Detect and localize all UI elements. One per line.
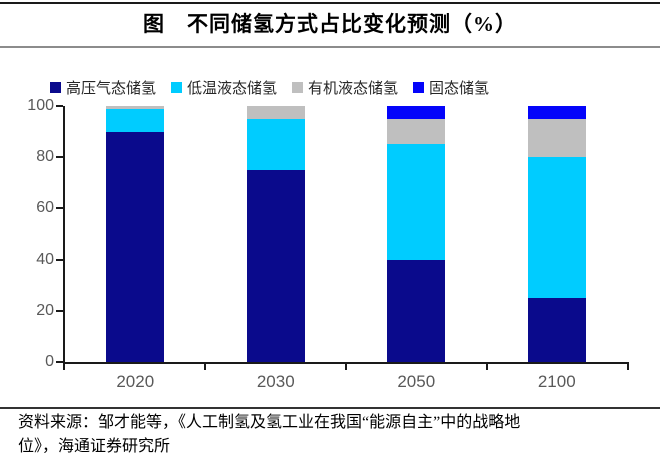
y-axis-tick xyxy=(56,258,63,261)
top-divider xyxy=(0,2,660,4)
legend-swatch-icon xyxy=(413,82,425,93)
legend-item-label: 低温液态储氢 xyxy=(187,81,278,97)
bar-segment-2020 xyxy=(106,106,165,109)
legend-swatch-icon xyxy=(292,82,304,93)
y-axis-tick-label: 60 xyxy=(36,199,54,217)
bar-segment-2030 xyxy=(246,170,305,362)
legend-item: 有机液态储氢 xyxy=(292,77,398,98)
x-axis-category-label: 2020 xyxy=(116,372,155,391)
legend-item-label: 高压气态储氢 xyxy=(66,81,157,97)
bar-segment-2030 xyxy=(246,106,305,119)
legend-swatch-icon xyxy=(50,82,61,93)
bar-segment-2030 xyxy=(246,118,305,170)
bar-segment-2020 xyxy=(106,108,165,132)
x-axis-category-label: 2030 xyxy=(256,372,295,391)
legend-item-label: 有机液态储氢 xyxy=(308,81,399,97)
y-axis-tick xyxy=(56,156,63,159)
bar-segment-2100 xyxy=(527,157,586,298)
legend: 高压气态储氢 低温液态储氢 有机液态储氢 固态储氢 xyxy=(50,77,630,98)
title-divider xyxy=(0,46,660,48)
y-axis-tick xyxy=(56,105,63,107)
source-divider xyxy=(0,407,660,409)
source-line-2: 位》，海通证券研究所 xyxy=(18,438,171,455)
legend-item: 低温液态储氢 xyxy=(171,77,277,98)
bar-segment-2100 xyxy=(527,118,586,158)
y-axis-tick-label: 40 xyxy=(36,250,54,268)
y-axis-tick-label: 0 xyxy=(45,353,54,370)
x-axis-tick xyxy=(63,362,65,370)
legend-item: 高压气态储氢 xyxy=(50,77,156,98)
y-axis-tick-label: 80 xyxy=(36,148,54,166)
x-axis-tick xyxy=(204,362,206,370)
y-axis-tick xyxy=(56,207,63,210)
bar-segment-2050 xyxy=(387,144,446,260)
y-axis-line xyxy=(63,106,65,364)
x-axis-category-label: 2050 xyxy=(397,372,436,391)
source-line-1: 资料来源：邹才能等，《人工制氢及氢工业在我国“能源自主”中的战略地 xyxy=(18,414,521,431)
bar-segment-2100 xyxy=(527,106,586,119)
bar-segment-2050 xyxy=(387,118,446,145)
y-axis-tick-label: 100 xyxy=(27,97,54,114)
x-axis-tick xyxy=(627,362,629,370)
bar-segment-2050 xyxy=(387,259,446,362)
bar-segment-2020 xyxy=(106,131,165,362)
y-axis-tick-label: 20 xyxy=(36,301,54,319)
source-note: 资料来源：邹才能等，《人工制氢及氢工业在我国“能源自主”中的战略地 位》，海通证… xyxy=(18,411,648,456)
bar-segment-2050 xyxy=(387,106,446,119)
y-axis-tick xyxy=(56,361,63,363)
x-axis-category-label: 2100 xyxy=(537,372,576,391)
chart-title: 图 不同储氢方式占比变化预测（%） xyxy=(143,12,517,36)
y-axis-tick xyxy=(56,309,63,312)
bar-segment-2100 xyxy=(527,298,586,362)
legend-swatch-icon xyxy=(171,82,183,93)
x-axis-tick xyxy=(345,362,347,370)
legend-item-label: 固态储氢 xyxy=(429,81,490,97)
legend-item: 固态储氢 xyxy=(413,77,489,98)
x-axis-tick xyxy=(486,362,488,370)
